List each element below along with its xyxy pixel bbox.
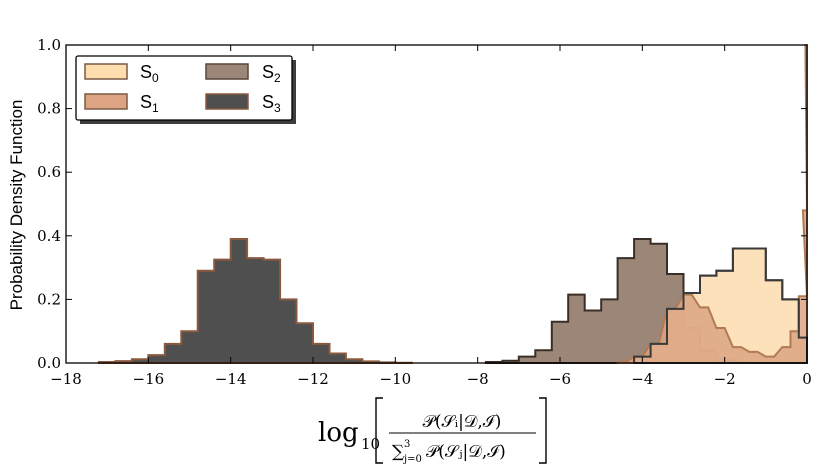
x-tick-label: −2: [714, 370, 736, 388]
x-tick-label: 0: [802, 370, 812, 388]
legend-label-s1: S1: [140, 92, 159, 115]
x-label-bracket-right: [539, 397, 547, 464]
legend: S0 S1 S2 S3: [75, 55, 296, 124]
x-tick-label: −14: [215, 370, 247, 388]
x-tick-label: −16: [133, 370, 165, 388]
x-label-sum-lower: j=0: [403, 454, 422, 465]
x-tick-label: −12: [297, 370, 329, 388]
x-axis-label: log 10 𝒫(𝒮ᵢ|𝒟,ℐ) ∑ 3 j=0 𝒫(𝒮ⱼ|𝒟,ℐ): [318, 397, 547, 465]
x-label-denominator-term: 𝒫(𝒮ⱼ|𝒟,ℐ): [426, 442, 506, 462]
x-label-sum-upper: 3: [404, 439, 410, 450]
legend-label-s0: S0: [140, 62, 159, 85]
legend-label-s2: S2: [262, 62, 281, 85]
x-tick-label: −10: [380, 370, 412, 388]
x-tick-label: −8: [467, 370, 489, 388]
x-tick-label: −6: [549, 370, 571, 388]
x-label-log: log: [318, 418, 359, 448]
x-label-bracket-left: [375, 397, 383, 464]
plot-frame: [65, 44, 808, 364]
y-axis-label: Probability Density Function: [7, 100, 26, 311]
histogram-series-s3: [97, 238, 413, 364]
x-tick-label: −4: [631, 370, 653, 388]
x-label-base: 10: [361, 435, 380, 453]
y-tick-label: 1.0: [37, 36, 61, 54]
x-label-numerator: 𝒫(𝒮ᵢ|𝒟,ℐ): [423, 412, 502, 432]
y-tick-label: 0.4: [37, 227, 61, 245]
series-layer: [97, 44, 809, 364]
tick-layer: −18 −16 −14 −12 −10 −8 −6 −4 −2 0 0.0 0.2 0.4 0.6 0.8 1…: [37, 36, 812, 388]
y-tick-label: 0.6: [37, 163, 61, 181]
histogram-outline-s0: [633, 247, 808, 364]
y-tick-label: 0.2: [37, 290, 61, 308]
legend-label-s3: S3: [262, 92, 281, 115]
x-label-sum: ∑: [392, 442, 404, 462]
y-tick-label: 0.8: [37, 100, 61, 118]
legend-swatch-s1: [84, 93, 128, 110]
legend-swatch-s2: [205, 63, 249, 80]
legend-swatch-s3: [205, 93, 249, 110]
x-tick-label: −18: [50, 370, 82, 388]
legend-swatch-s0: [84, 63, 128, 80]
y-tick-label: 0.0: [37, 354, 61, 372]
